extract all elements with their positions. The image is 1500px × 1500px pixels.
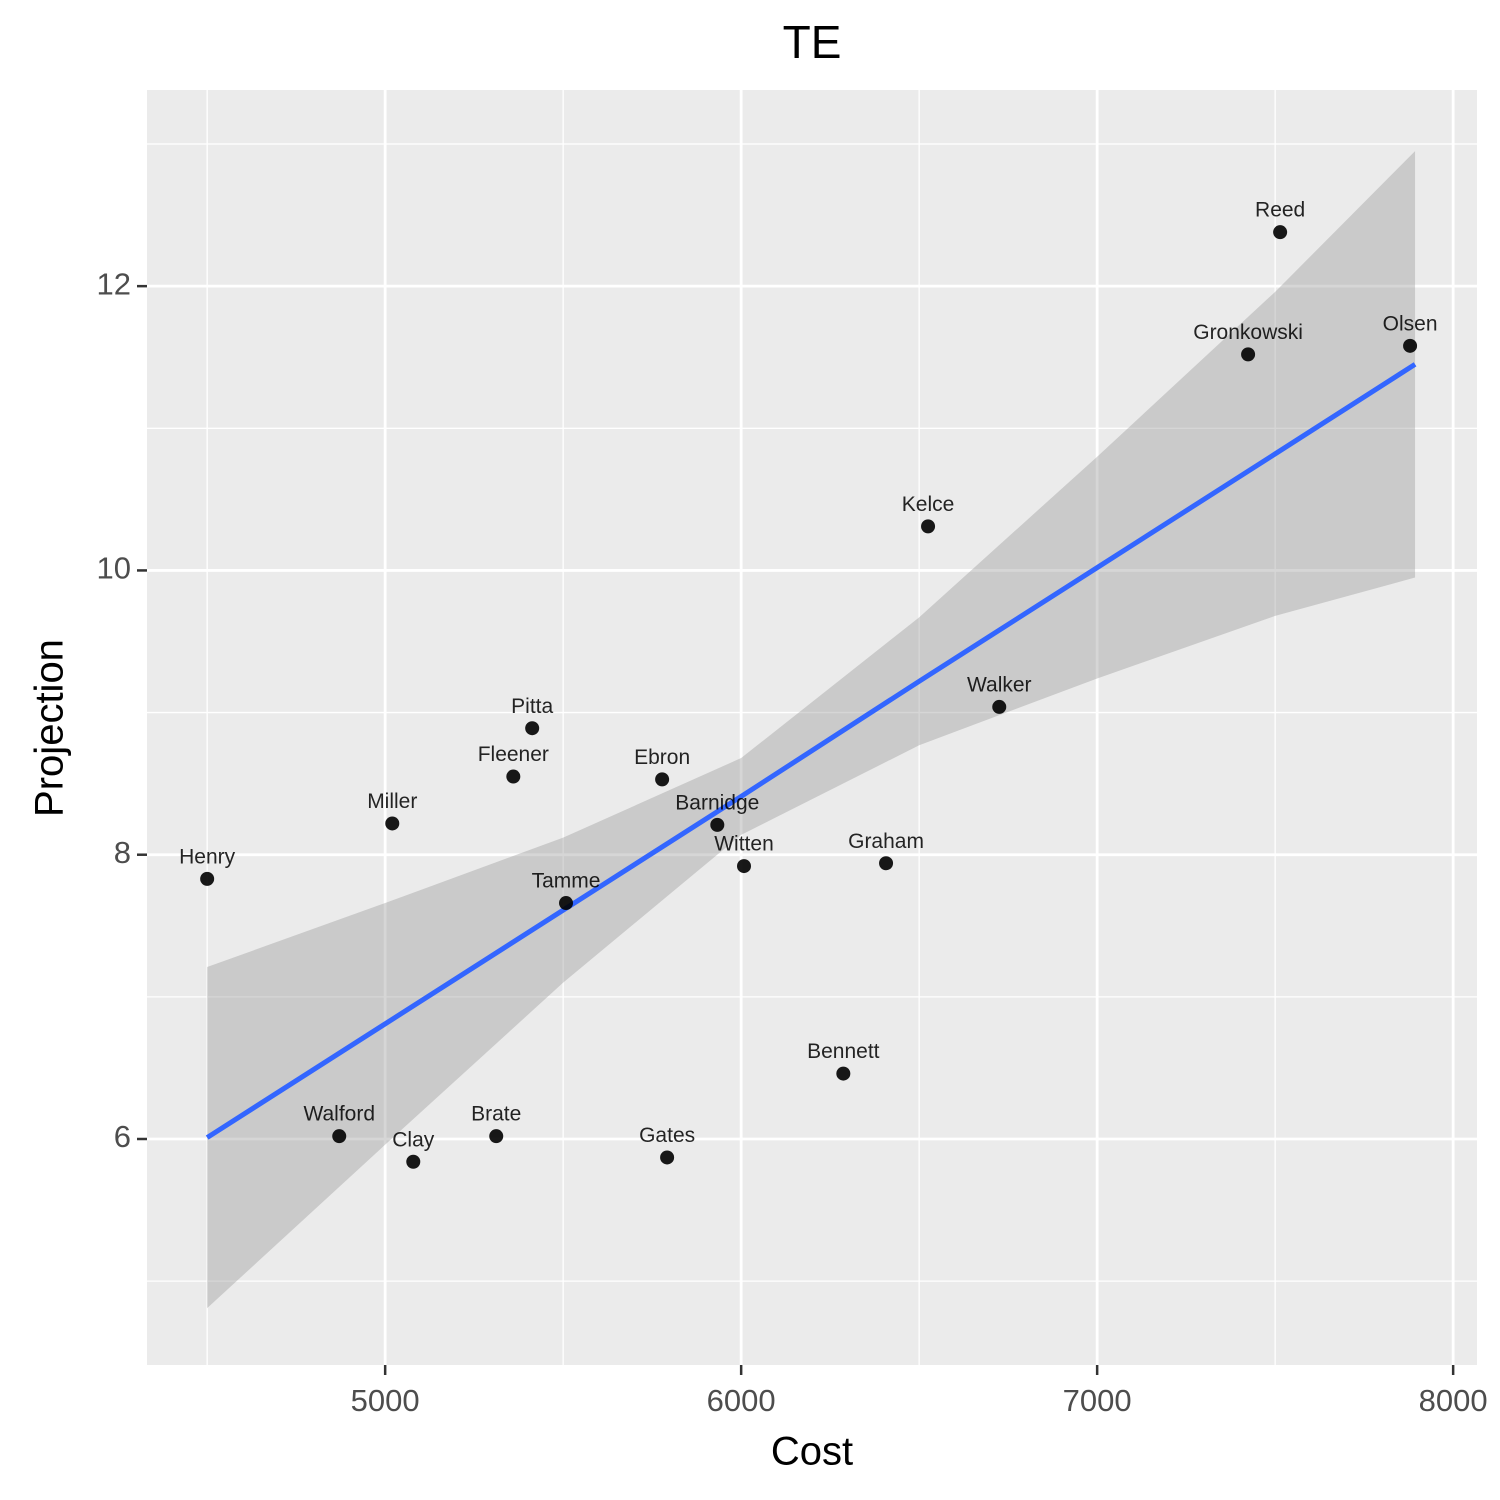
fit-line bbox=[205, 362, 1417, 1140]
y-axis-title: Projection bbox=[28, 639, 72, 817]
x-tick-label: 8000 bbox=[1419, 1383, 1488, 1418]
point bbox=[879, 856, 894, 871]
point-label: Miller bbox=[367, 790, 417, 813]
point-label: Olsen bbox=[1383, 312, 1438, 335]
point bbox=[385, 816, 400, 831]
point-label: Gates bbox=[639, 1124, 695, 1147]
chart-title: TE bbox=[783, 16, 842, 68]
point bbox=[836, 1066, 851, 1081]
point-label: Witten bbox=[714, 833, 774, 856]
panel bbox=[147, 90, 1477, 1365]
point-label: Gronkowski bbox=[1193, 321, 1303, 344]
point bbox=[200, 871, 215, 886]
point-label: Bennett bbox=[807, 1040, 880, 1063]
x-tick-label: 7000 bbox=[1063, 1383, 1132, 1418]
point bbox=[655, 772, 670, 787]
point-label: Clay bbox=[392, 1128, 435, 1151]
point bbox=[506, 769, 521, 784]
point-label: Ebron bbox=[634, 746, 690, 769]
point-label: Tamme bbox=[532, 870, 601, 893]
point bbox=[406, 1154, 421, 1169]
x-tick-label: 5000 bbox=[351, 1383, 420, 1418]
y-tick-label: 12 bbox=[97, 266, 131, 301]
point-label: Kelce bbox=[902, 493, 955, 516]
point-label: Graham bbox=[848, 830, 924, 853]
point bbox=[489, 1129, 504, 1144]
point-label: Pitta bbox=[511, 695, 553, 718]
point bbox=[737, 859, 752, 874]
point bbox=[921, 519, 936, 534]
point-label: Henry bbox=[179, 845, 236, 868]
point bbox=[710, 817, 725, 832]
point-label: Reed bbox=[1255, 199, 1305, 222]
point bbox=[660, 1150, 675, 1165]
point-label: Fleener bbox=[478, 743, 549, 766]
x-tick-label: 6000 bbox=[707, 1383, 776, 1418]
point bbox=[525, 721, 540, 736]
point-label: Brate bbox=[471, 1103, 521, 1126]
y-tick-label: 10 bbox=[97, 551, 131, 586]
point bbox=[559, 896, 574, 911]
x-axis-title: Cost bbox=[771, 1430, 853, 1474]
point-label: Barnidge bbox=[675, 791, 759, 814]
y-tick-label: 6 bbox=[114, 1119, 131, 1154]
point bbox=[1403, 338, 1418, 353]
point bbox=[992, 699, 1007, 714]
point bbox=[1273, 225, 1288, 240]
confidence-band bbox=[207, 151, 1416, 1309]
point-label: Walford bbox=[303, 1103, 375, 1126]
point bbox=[332, 1129, 347, 1144]
point bbox=[1241, 347, 1256, 362]
y-tick-label: 8 bbox=[114, 835, 131, 870]
point-label: Walker bbox=[967, 673, 1032, 696]
